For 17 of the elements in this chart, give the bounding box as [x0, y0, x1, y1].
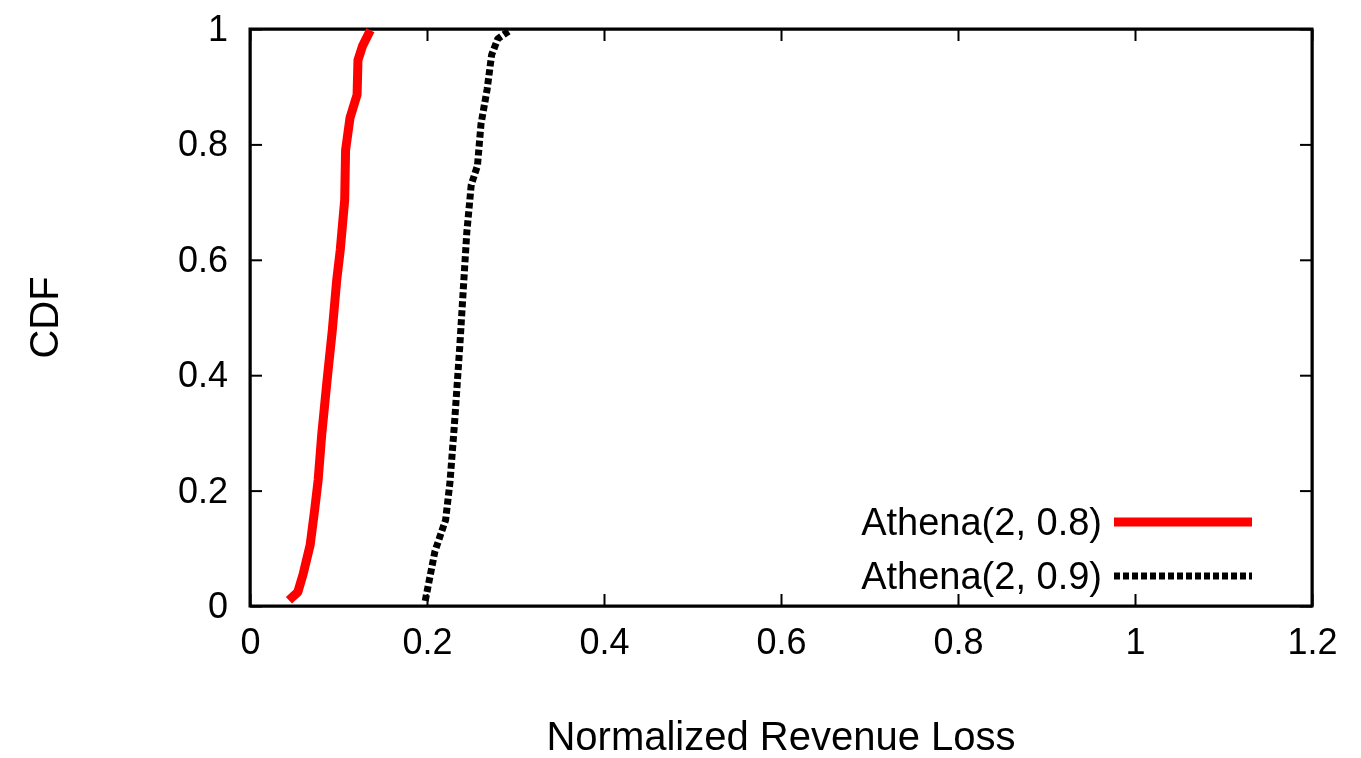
x-tick-label: 1	[1125, 620, 1146, 662]
y-tick-label: 0.6	[177, 238, 228, 280]
y-axis-title: CDF	[22, 276, 66, 359]
y-tick-label: 0.2	[177, 469, 228, 511]
x-tick-label: 1.2	[1287, 620, 1338, 662]
y-tick-label: 0.8	[177, 123, 228, 165]
legend-label: Athena(2, 0.9)	[861, 555, 1102, 598]
x-tick-label: 0.2	[402, 620, 453, 662]
x-tick-label: 0.8	[933, 620, 984, 662]
x-tick-label: 0.4	[579, 620, 630, 662]
y-tick-label: 0	[207, 585, 228, 627]
x-tick-label: 0	[240, 620, 261, 662]
x-tick-label: 0.6	[756, 620, 807, 662]
y-tick-label: 1	[207, 8, 228, 50]
legend-label: Athena(2, 0.8)	[861, 501, 1102, 544]
y-tick-label: 0.4	[177, 354, 228, 396]
x-axis-title: Normalized Revenue Loss	[546, 714, 1016, 758]
